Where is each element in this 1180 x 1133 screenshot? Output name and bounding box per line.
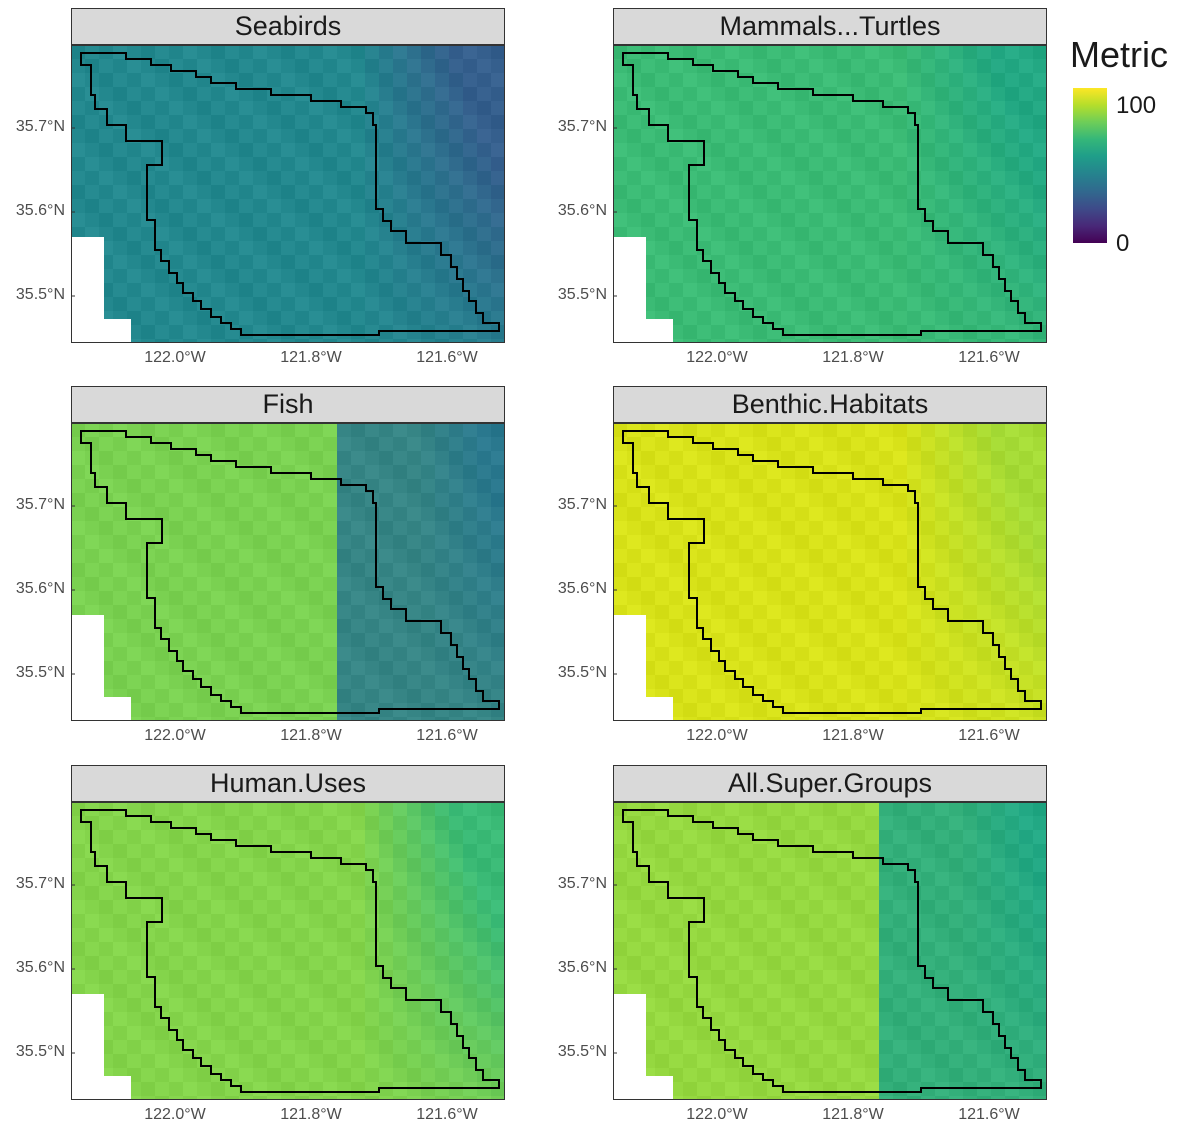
x-tick-label: 121.8°W: [822, 1106, 884, 1123]
land-mask: [71, 994, 131, 1100]
x-tick-label: 122.0°W: [144, 349, 206, 366]
land-mask: [613, 615, 673, 721]
y-tick-label: 35.6°N: [557, 959, 607, 976]
land-mask: [71, 237, 131, 343]
raster-map: [613, 423, 1047, 721]
raster-map: [71, 45, 505, 343]
legend-title: Metric: [1070, 34, 1168, 75]
sanctuary-boundary: [80, 809, 500, 1093]
legend-max-label: 100: [1116, 92, 1157, 119]
y-tick-label: 35.5°N: [557, 664, 607, 681]
sanctuary-boundary: [80, 430, 500, 714]
y-tick-label: 35.5°N: [15, 286, 65, 303]
y-tick-label: 35.6°N: [15, 959, 65, 976]
x-tick-label: 122.0°W: [686, 1106, 748, 1123]
x-tick-label: 121.6°W: [958, 727, 1020, 744]
y-tick-label: 35.5°N: [557, 1043, 607, 1060]
panel-title: Human.Uses: [71, 765, 505, 802]
raster-map: [613, 45, 1047, 343]
y-tick-label: 35.7°N: [557, 496, 607, 513]
x-tick-label: 121.6°W: [958, 349, 1020, 366]
x-tick-label: 121.6°W: [416, 727, 478, 744]
raster-map: [71, 802, 505, 1100]
sanctuary-boundary: [622, 52, 1042, 336]
x-tick-label: 121.8°W: [280, 349, 342, 366]
y-tick-label: 35.5°N: [557, 286, 607, 303]
x-tick-label: 122.0°W: [144, 1106, 206, 1123]
x-tick-label: 121.8°W: [280, 1106, 342, 1123]
x-tick-label: 121.8°W: [822, 349, 884, 366]
sanctuary-boundary: [80, 52, 500, 336]
sanctuary-boundary: [622, 430, 1042, 714]
y-tick-label: 35.7°N: [15, 118, 65, 135]
x-tick-label: 121.6°W: [958, 1106, 1020, 1123]
panel-title: Mammals...Turtles: [613, 8, 1047, 45]
y-tick-label: 35.6°N: [557, 202, 607, 219]
x-tick-label: 121.6°W: [416, 1106, 478, 1123]
y-tick-label: 35.6°N: [15, 202, 65, 219]
x-tick-label: 122.0°W: [686, 349, 748, 366]
x-tick-label: 121.8°W: [822, 727, 884, 744]
panel-title: All.Super.Groups: [613, 765, 1047, 802]
y-tick-label: 35.7°N: [15, 496, 65, 513]
land-mask: [613, 994, 673, 1100]
land-mask: [71, 615, 131, 721]
raster-map: [613, 802, 1047, 1100]
legend-min-label: 0: [1116, 230, 1130, 257]
y-tick-label: 35.6°N: [557, 580, 607, 597]
y-tick-label: 35.7°N: [15, 875, 65, 892]
x-tick-label: 122.0°W: [144, 727, 206, 744]
panel-title: Seabirds: [71, 8, 505, 45]
sanctuary-boundary: [622, 809, 1042, 1093]
y-tick-label: 35.6°N: [15, 580, 65, 597]
panel-title: Benthic.Habitats: [613, 386, 1047, 423]
x-tick-label: 122.0°W: [686, 727, 748, 744]
raster-map: [71, 423, 505, 721]
panel-title: Fish: [71, 386, 505, 423]
y-tick-label: 35.7°N: [557, 118, 607, 135]
y-tick-label: 35.5°N: [15, 664, 65, 681]
x-tick-label: 121.8°W: [280, 727, 342, 744]
y-tick-label: 35.5°N: [15, 1043, 65, 1060]
y-tick-label: 35.7°N: [557, 875, 607, 892]
legend-colorbar: [1073, 88, 1107, 243]
land-mask: [613, 237, 673, 343]
x-tick-label: 121.6°W: [416, 349, 478, 366]
